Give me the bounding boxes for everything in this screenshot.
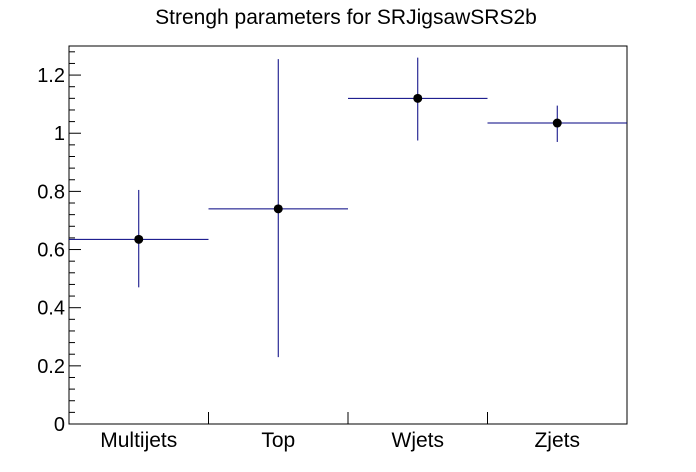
data-point <box>134 234 144 244</box>
x-tick-label: Multijets <box>100 429 177 452</box>
chart-title: Strengh parameters for SRJigsawSRS2b <box>155 6 537 29</box>
x-tick-label: Top <box>261 429 295 452</box>
data-point <box>413 93 423 103</box>
y-axis: 0 0.2 0.4 0.6 0.8 1 1.2 <box>37 51 81 436</box>
data-series <box>69 57 627 358</box>
x-tick-label: Zjets <box>534 429 580 452</box>
y-tick-label: 1 <box>54 123 65 145</box>
data-point <box>552 118 562 128</box>
y-tick-label: 0.2 <box>37 356 65 378</box>
y-tick-label: 0 <box>54 414 65 436</box>
x-tick-label: Wjets <box>392 429 445 452</box>
plot-frame <box>68 45 628 425</box>
y-tick-label: 0.4 <box>37 298 65 320</box>
data-point <box>273 204 283 214</box>
x-axis: Multijets Top Wjets Zjets <box>100 412 580 452</box>
y-tick-label: 0.8 <box>37 181 65 203</box>
y-tick-label: 0.6 <box>37 240 65 262</box>
y-tick-label: 1.2 <box>37 65 65 87</box>
